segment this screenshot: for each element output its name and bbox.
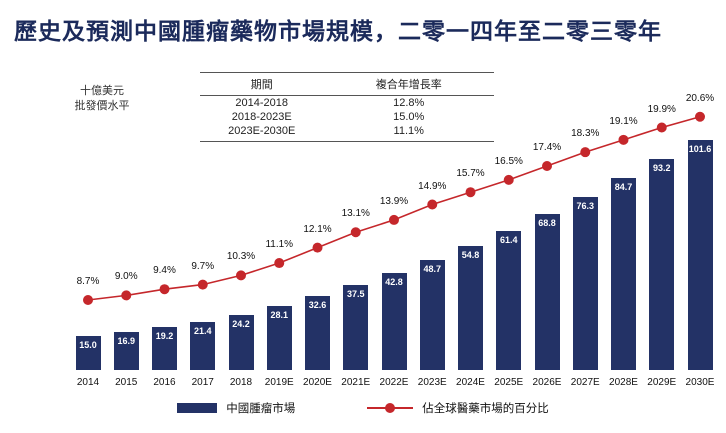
axis-note-line2: 批發價水平 [74, 100, 130, 112]
line-point-label: 13.9% [379, 195, 409, 207]
x-axis-label: 2014 [76, 377, 100, 388]
bar-value-label: 24.2 [232, 319, 250, 330]
bar-value-label: 19.2 [155, 330, 174, 341]
line-point-label: 19.1% [609, 115, 638, 127]
line-point-label: 15.7% [456, 168, 485, 180]
cagr-table-header-period: 期間 [200, 72, 324, 96]
bar-2015 [113, 331, 139, 370]
x-axis-label: 2028E [609, 377, 638, 388]
bar-2026E [534, 214, 560, 370]
bar-2014 [75, 336, 101, 370]
bar-value-label: 15.0 [79, 340, 97, 351]
line-point [197, 279, 208, 290]
bar-2024E [458, 245, 483, 370]
line-point-label: 18.3% [571, 128, 600, 140]
line-point [580, 147, 591, 158]
line-point [695, 111, 705, 122]
bar-2030E [687, 139, 713, 370]
axis-note-line1: 十億美元 [80, 85, 124, 97]
x-axis-label: 2023E [417, 377, 447, 388]
bar-2025E [496, 230, 522, 370]
bar-2027E [572, 197, 598, 370]
line-point [542, 161, 552, 172]
line-point [159, 284, 170, 295]
bar-2016 [152, 326, 177, 370]
line-point [236, 270, 246, 281]
line-point [656, 122, 667, 133]
line-point [274, 258, 285, 269]
chart-title: 歷史及預測中國腫瘤藥物市場規模，二零一四年至二零三零年 [14, 18, 662, 44]
line-point-label: 10.3% [226, 251, 256, 263]
x-axis-label: 2025E [494, 377, 524, 388]
line-point [350, 227, 361, 238]
bar-2019E [266, 306, 292, 370]
bar-value-label: 32.6 [308, 300, 327, 311]
line-point [503, 174, 514, 185]
cagr-cell: 12.8% [393, 97, 425, 109]
line-point-label: 16.5% [494, 155, 523, 167]
bar-value-label: 37.5 [346, 289, 365, 300]
x-axis-label: 2022E [379, 377, 409, 388]
cagr-table-header-row: 期間 複合年增長率 [200, 72, 494, 96]
line-point [121, 290, 132, 301]
bar-2028E [611, 178, 636, 370]
bar-2017 [190, 321, 216, 370]
x-axis-label: 2019E [264, 377, 294, 388]
line-point [312, 242, 323, 253]
bar-value-label: 76.3 [576, 201, 595, 212]
x-axis-label: 2016 [153, 377, 176, 388]
legend-item-line: 佔全球醫藥市場的百分比 [367, 400, 549, 416]
bar-legend-swatch [177, 403, 218, 413]
x-axis-label: 2017 [191, 377, 214, 388]
bar-value-label: 28.1 [270, 310, 289, 321]
x-axis-label: 2018 [229, 377, 253, 388]
line-point [389, 214, 399, 225]
bar-legend-label: 中國腫瘤市場 [226, 403, 296, 415]
bar-2029E [649, 158, 675, 370]
bar-value-label: 101.6 [688, 143, 712, 154]
table-row: 2014-2018 12.8% [200, 96, 494, 111]
line-point-label: 13.1% [341, 208, 370, 220]
line-point-label: 14.9% [418, 180, 447, 192]
bar-value-label: 42.8 [385, 277, 403, 288]
bar-value-label: 21.4 [193, 325, 212, 336]
bar-2022E [381, 273, 407, 370]
x-axis-label: 2015 [115, 377, 138, 388]
x-axis-label: 2021E [341, 377, 371, 388]
bar-value-label: 16.9 [117, 335, 136, 346]
period-cell: 2014-2018 [235, 97, 289, 109]
line-point-label: 12.1% [303, 223, 332, 235]
bar-value-label: 54.8 [461, 249, 480, 260]
bar-2023E [419, 259, 445, 370]
x-axis-label: 2020E [303, 377, 332, 388]
bar-2020E [305, 296, 330, 370]
line-point-label: 17.4% [532, 142, 562, 154]
x-axis-label: 2027E [570, 377, 600, 388]
line-point-label: 11.1% [265, 239, 294, 251]
x-axis-label: 2029E [647, 377, 677, 388]
y-axis-unit-note: 十億美元 批發價水平 [56, 84, 148, 114]
cagr-table-header-cagr: 複合年增長率 [323, 72, 494, 96]
line-point [465, 187, 476, 198]
line-point [618, 134, 629, 145]
bar-value-label: 61.4 [499, 234, 518, 245]
legend-item-bar: 中國腫瘤市場 [177, 400, 295, 416]
x-axis-label: 2030E [685, 377, 715, 388]
line-point-label: 20.6% [685, 92, 715, 104]
bar-value-label: 93.2 [652, 162, 671, 173]
x-axis-label: 2026E [532, 377, 562, 388]
line-legend-label: 佔全球醫藥市場的百分比 [422, 403, 549, 415]
line-point-label: 19.9% [647, 103, 676, 115]
bar-value-label: 84.7 [614, 182, 633, 193]
line-point [83, 295, 93, 305]
chart-legend: 中國腫瘤市場 佔全球醫藥市場的百分比 [0, 400, 726, 416]
bar-2018 [228, 315, 254, 370]
line-point [427, 199, 438, 210]
line-legend-marker [367, 407, 414, 409]
bar-value-label: 48.7 [423, 263, 442, 274]
x-axis-label: 2024E [456, 377, 485, 388]
bar-value-label: 68.8 [538, 218, 556, 229]
